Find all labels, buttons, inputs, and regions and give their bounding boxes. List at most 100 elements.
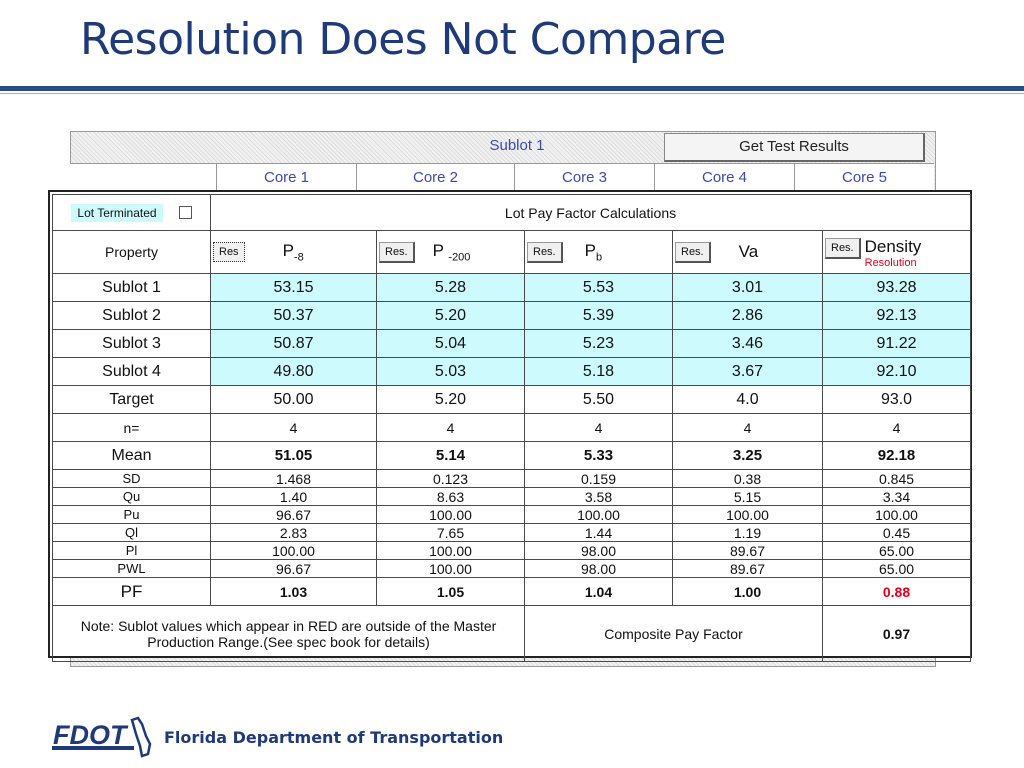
density-symbol: Density (864, 237, 922, 256)
value-cell: 65.00 (821, 559, 972, 578)
table-row: Qu 1.40 8.63 3.58 5.15 3.34 (52, 487, 972, 506)
value-cell: 3.25 (672, 441, 823, 470)
value-cell: 3.34 (821, 487, 972, 506)
value-cell[interactable]: 49.80 (210, 357, 377, 386)
value-cell: 4 (210, 413, 377, 442)
p200-subscript: -200 (448, 251, 471, 264)
table-row: SD 1.468 0.123 0.159 0.38 0.845 (52, 469, 972, 488)
value-cell: 1.04 (524, 577, 673, 606)
table-row: Pl 100.00 100.00 98.00 89.67 65.00 (52, 541, 972, 560)
value-cell[interactable]: 50.87 (210, 329, 377, 358)
value-cell[interactable]: 92.13 (821, 301, 972, 330)
res-button-p8[interactable]: Res (213, 242, 245, 262)
row-label: Target (52, 385, 211, 414)
table-row: n= 4 4 4 4 4 (52, 413, 972, 442)
col-density-header: Res. Density Resolution (821, 230, 972, 274)
lot-terminated-cell: Lot Terminated (52, 194, 211, 231)
value-cell: 4 (376, 413, 525, 442)
value-cell[interactable]: 5.23 (524, 329, 673, 358)
value-cell: 3.58 (524, 487, 673, 506)
footer-organization: Florida Department of Transportation (164, 728, 504, 747)
slide-title: Resolution Does Not Compare (80, 14, 726, 65)
res-button-va[interactable]: Res. (675, 241, 711, 263)
core-2-header[interactable]: Core 2 (356, 164, 514, 191)
value-cell[interactable]: 5.18 (524, 357, 673, 386)
value-cell[interactable]: 5.28 (376, 273, 525, 302)
value-cell[interactable]: 53.15 (210, 273, 377, 302)
value-cell[interactable]: 5.39 (524, 301, 673, 330)
get-test-results-button[interactable]: Get Test Results (664, 133, 925, 162)
value-cell: 4 (821, 413, 972, 442)
value-cell: 5.20 (376, 385, 525, 414)
value-cell[interactable]: 50.37 (210, 301, 377, 330)
table-row: Sublot 1 53.15 5.28 5.53 3.01 93.28 (52, 273, 972, 302)
value-cell: 98.00 (524, 541, 673, 560)
value-cell: 1.05 (376, 577, 525, 606)
row-label: Sublot 2 (52, 301, 211, 330)
property-header: Property (52, 230, 211, 274)
value-cell: 1.468 (210, 469, 377, 488)
table-row: PF 1.03 1.05 1.04 1.00 0.88 (52, 577, 972, 606)
lot-pay-factor-panel: Lot Terminated Lot Pay Factor Calculatio… (48, 190, 972, 662)
value-cell[interactable]: 5.20 (376, 301, 525, 330)
value-cell: 0.159 (524, 469, 673, 488)
value-cell[interactable]: 5.04 (376, 329, 525, 358)
value-cell[interactable]: 2.86 (672, 301, 823, 330)
value-cell[interactable]: 3.01 (672, 273, 823, 302)
value-cell: 5.14 (376, 441, 525, 470)
value-cell: 4 (524, 413, 673, 442)
value-cell[interactable]: 92.10 (821, 357, 972, 386)
res-button-p200[interactable]: Res. (379, 241, 415, 263)
value-cell[interactable]: 5.03 (376, 357, 525, 386)
value-cell: 2.83 (210, 523, 377, 542)
table-row: PWL 96.67 100.00 98.00 89.67 65.00 (52, 559, 972, 578)
table-row: Sublot 3 50.87 5.04 5.23 3.46 91.22 (52, 329, 972, 358)
value-cell: 100.00 (376, 559, 525, 578)
core-1-header[interactable]: Core 1 (216, 164, 356, 191)
core-header-row: Core 1 Core 2 Core 3 Core 4 Core 5 (70, 163, 934, 191)
res-button-density[interactable]: Res. (825, 238, 861, 259)
table-title: Lot Pay Factor Calculations (209, 194, 972, 231)
core-5-header[interactable]: Core 5 (794, 164, 934, 191)
value-cell: 65.00 (821, 541, 972, 560)
value-cell: 100.00 (210, 541, 377, 560)
res-button-pb[interactable]: Res. (527, 241, 563, 263)
value-cell: 96.67 (210, 505, 377, 524)
p8-subscript: -8 (293, 251, 304, 264)
value-cell: 100.00 (672, 505, 823, 524)
core-4-header[interactable]: Core 4 (654, 164, 794, 191)
value-cell: 4.0 (672, 385, 823, 414)
value-cell[interactable]: 3.46 (672, 329, 823, 358)
value-cell: 0.845 (821, 469, 972, 488)
table-row: Pu 96.67 100.00 100.00 100.00 100.00 (52, 505, 972, 524)
row-label: Pu (52, 505, 211, 524)
lot-terminated-checkbox[interactable] (178, 206, 192, 220)
value-cell: 1.44 (524, 523, 673, 542)
value-cell: 1.19 (672, 523, 823, 542)
row-label: PF (52, 577, 211, 606)
value-cell: 5.33 (524, 441, 673, 470)
table-row: Target 50.00 5.20 5.50 4.0 93.0 (52, 385, 972, 414)
value-cell: 0.38 (672, 469, 823, 488)
value-cell: 5.15 (672, 487, 823, 506)
table-row: Sublot 2 50.37 5.20 5.39 2.86 92.13 (52, 301, 972, 330)
row-label: Mean (52, 441, 211, 470)
value-cell[interactable]: 93.28 (821, 273, 972, 302)
density-resolution-flag: Resolution (864, 257, 917, 269)
p200-symbol: P (432, 240, 444, 260)
composite-pay-factor-value: 0.97 (821, 605, 972, 662)
core-3-header[interactable]: Core 3 (514, 164, 654, 191)
table-row: Sublot 4 49.80 5.03 5.18 3.67 92.10 (52, 357, 972, 386)
value-cell: 100.00 (376, 541, 525, 560)
value-cell: 96.67 (210, 559, 377, 578)
value-cell: 0.88 (821, 577, 972, 606)
value-cell: 92.18 (821, 441, 972, 470)
table-row: Mean 51.05 5.14 5.33 3.25 92.18 (52, 441, 972, 470)
value-cell: 50.00 (210, 385, 377, 414)
value-cell: 0.123 (376, 469, 525, 488)
value-cell[interactable]: 91.22 (821, 329, 972, 358)
lot-pay-factor-table: Lot Terminated Lot Pay Factor Calculatio… (52, 194, 972, 662)
value-cell[interactable]: 5.53 (524, 273, 673, 302)
value-cell[interactable]: 3.67 (672, 357, 823, 386)
va-symbol: Va (738, 242, 759, 261)
